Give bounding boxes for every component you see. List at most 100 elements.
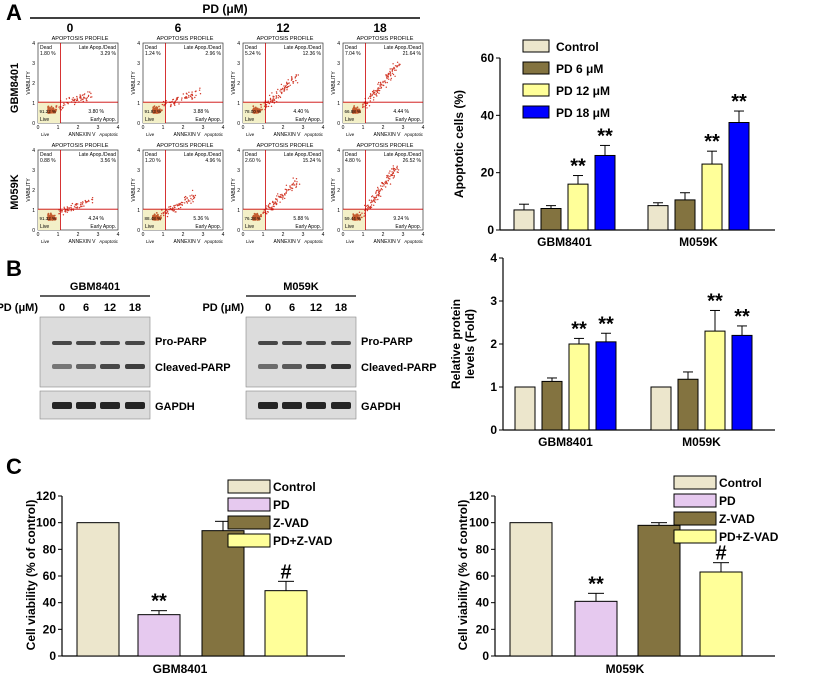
- bar: [574, 600, 618, 657]
- apoptotic-cell-dot: [163, 214, 165, 217]
- live-cell-dot: [158, 216, 161, 219]
- flow-x-tick: 2: [282, 232, 285, 238]
- quad-dead-value: 7.04 %: [345, 51, 361, 57]
- flow-bottom-apoptotic: Apoptotic: [304, 132, 324, 137]
- apoptotic-cell-dot: [362, 105, 364, 107]
- apoptotic-cell-dot: [198, 89, 201, 91]
- flow-y-tick: 1: [337, 208, 340, 214]
- flow-bottom-live: Live: [246, 132, 255, 137]
- y-tick-label: 0: [482, 649, 489, 663]
- apoptotic-cell-dot: [378, 192, 381, 195]
- y-tick-label: 60: [481, 51, 495, 65]
- flow-y-tick: 3: [32, 168, 35, 174]
- flow-x-tick: 0: [142, 125, 145, 131]
- flow-x-tick: 3: [97, 232, 100, 238]
- apoptotic-cell-dot: [186, 202, 189, 204]
- gapdh-band: [258, 402, 278, 409]
- apoptotic-cell-dot: [285, 184, 288, 186]
- apoptotic-cell-dot: [91, 197, 94, 199]
- x-axis-label: GBM8401: [153, 662, 208, 676]
- apoptotic-cell-dot: [73, 206, 76, 208]
- apoptotic-cell-dot: [393, 174, 395, 177]
- apoptotic-cell-dot: [79, 94, 81, 96]
- apoptotic-cell-dot: [283, 85, 285, 87]
- live-cell-dot: [258, 108, 261, 111]
- apoptotic-cell-dot: [380, 195, 382, 197]
- apoptotic-cell-dot: [91, 199, 94, 201]
- flow-x-tick: 3: [97, 125, 100, 131]
- apoptotic-cell-dot: [376, 95, 378, 97]
- flow-y-label: VIABILITY: [231, 71, 237, 95]
- apoptotic-cell-dot: [62, 106, 64, 109]
- flow-y-tick: 4: [137, 148, 140, 154]
- flow-x-tick: 0: [242, 125, 245, 131]
- live-cell-dot: [153, 213, 156, 216]
- flow-plot-title: APOPTOSIS PROFILE: [257, 143, 314, 149]
- quad-early-value: 4.24 %: [88, 216, 104, 222]
- legend-swatch: [673, 475, 717, 490]
- bar: [731, 334, 753, 431]
- legend-swatch: [673, 529, 717, 544]
- live-cell-dot: [352, 110, 354, 113]
- apoptotic-cell-dot: [273, 202, 275, 204]
- apoptotic-cell-dot: [271, 92, 273, 94]
- flow-x-label: ANNEXIN V: [69, 239, 97, 245]
- apoptotic-cell-dot: [165, 209, 167, 211]
- legend-swatch: [227, 533, 271, 548]
- flow-y-tick: 4: [237, 148, 240, 154]
- flow-y-tick: 1: [137, 208, 140, 214]
- apoptotic-cell-dot: [385, 75, 388, 77]
- live-cell-dot: [352, 217, 355, 219]
- significance-mark: **: [704, 131, 720, 153]
- apoptotic-cell-dot: [385, 180, 387, 182]
- legend-label: PD 12 μM: [556, 84, 610, 98]
- apoptotic-cell-dot: [163, 105, 165, 107]
- live-cell-dot: [153, 218, 156, 220]
- apoptotic-cell-dot: [78, 207, 81, 209]
- flow-y-label: VIABILITY: [131, 178, 137, 202]
- apoptotic-cell-dot: [378, 195, 380, 197]
- apoptotic-cell-dot: [358, 211, 361, 213]
- apoptotic-cell-dot: [168, 206, 170, 208]
- quad-live-value: 59.44 %: [345, 216, 362, 221]
- bar: [514, 386, 536, 431]
- apoptotic-cell-dot: [167, 213, 169, 215]
- apoptotic-cell-dot: [385, 186, 387, 188]
- live-cell-dot: [52, 111, 55, 113]
- apoptotic-cell-dot: [277, 94, 280, 97]
- live-cell-dot: [256, 215, 259, 218]
- apoptotic-cell-dot: [273, 102, 275, 104]
- apoptotic-cell-dot: [377, 87, 379, 89]
- apoptotic-cell-dot: [186, 197, 188, 199]
- apoptotic-cell-dot: [374, 196, 376, 199]
- apoptotic-cell-dot: [79, 206, 82, 208]
- apoptotic-cell-dot: [395, 168, 397, 171]
- blot-dose-label: 12: [310, 302, 322, 314]
- quad-early-label: Early Apop.: [395, 224, 421, 230]
- apoptotic-cell-dot: [179, 202, 181, 205]
- quad-dead-label: Dead: [145, 152, 157, 158]
- flow-x-tick: 4: [322, 232, 325, 238]
- blot-dose-label: 0: [265, 302, 271, 314]
- flow-bottom-live: Live: [346, 132, 355, 137]
- quad-dead-label: Dead: [40, 152, 52, 158]
- apoptotic-cell-dot: [366, 102, 368, 105]
- apoptotic-cell-dot: [376, 189, 378, 192]
- apoptotic-cell-dot: [260, 215, 262, 217]
- flow-x-tick: 4: [322, 125, 325, 131]
- flow-plot-title: APOPTOSIS PROFILE: [52, 36, 109, 42]
- western-blot: GBM8401 PD (μM) 0 6 12 18 Pro-PARP Cleaved-PARP…: [0, 281, 231, 420]
- apoptotic-cell-dot: [91, 96, 93, 98]
- y-tick-label: 120: [36, 489, 56, 503]
- apoptotic-cell-dot: [85, 98, 87, 100]
- live-cell-dot: [253, 217, 256, 220]
- apoptotic-cell-dot: [391, 168, 393, 170]
- apoptotic-cell-dot: [392, 165, 394, 167]
- apoptotic-cell-dot: [81, 98, 83, 101]
- apoptotic-cell-dot: [272, 203, 275, 206]
- apoptotic-cell-dot: [56, 105, 58, 107]
- apoptotic-cell-dot: [396, 171, 398, 173]
- flow-y-label: VIABILITY: [331, 178, 337, 202]
- apoptotic-cell-dot: [295, 183, 298, 185]
- pro-parp-band: [76, 341, 96, 345]
